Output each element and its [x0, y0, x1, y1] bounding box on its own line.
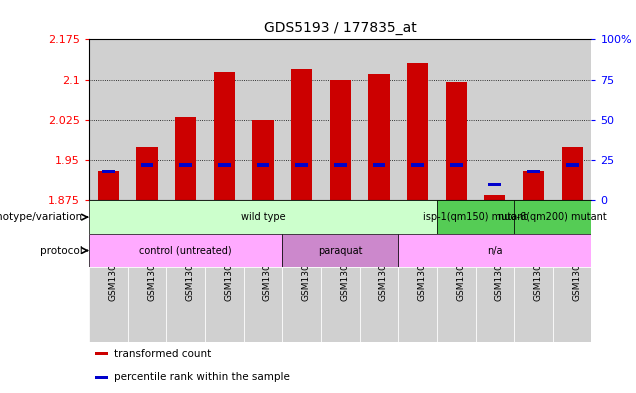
Bar — [282, 39, 321, 200]
Bar — [484, 195, 506, 200]
Bar — [167, 39, 205, 200]
Text: nuo-6(qm200) mutant: nuo-6(qm200) mutant — [499, 212, 607, 222]
Text: transformed count: transformed count — [114, 349, 211, 359]
Bar — [98, 171, 119, 200]
Text: GSM1305997: GSM1305997 — [534, 241, 543, 301]
Text: isp-1(qm150) mutant: isp-1(qm150) mutant — [424, 212, 528, 222]
Bar — [523, 171, 544, 200]
Bar — [244, 39, 282, 200]
Text: GSM1305998: GSM1305998 — [572, 241, 581, 301]
Bar — [102, 170, 114, 173]
Bar — [218, 163, 231, 167]
Bar — [514, 39, 553, 200]
Bar — [450, 163, 462, 167]
Bar — [562, 147, 583, 200]
Bar — [437, 267, 476, 342]
Bar — [398, 267, 437, 342]
Bar — [446, 82, 467, 200]
Text: GSM1305996: GSM1305996 — [495, 241, 504, 301]
Bar — [527, 170, 540, 173]
Bar — [488, 183, 501, 186]
Bar — [205, 39, 244, 200]
Bar — [141, 163, 153, 167]
Bar — [407, 64, 428, 200]
Bar — [89, 39, 128, 200]
Text: GSM1305993: GSM1305993 — [379, 241, 388, 301]
Bar — [252, 120, 273, 200]
Bar — [295, 163, 308, 167]
Bar — [398, 39, 437, 200]
Bar — [373, 163, 385, 167]
Bar — [359, 267, 398, 342]
Bar — [282, 267, 321, 342]
Bar — [329, 79, 351, 200]
Text: GSM1305999: GSM1305999 — [263, 241, 272, 301]
Bar — [244, 267, 282, 342]
Bar — [214, 72, 235, 200]
Text: percentile rank within the sample: percentile rank within the sample — [114, 372, 289, 382]
Bar — [553, 267, 591, 342]
Bar — [291, 69, 312, 200]
Bar — [321, 267, 359, 342]
Text: protocol: protocol — [40, 246, 83, 255]
Text: GSM1306000: GSM1306000 — [301, 241, 310, 301]
Bar — [95, 352, 107, 355]
Bar — [553, 39, 591, 200]
Bar — [398, 234, 591, 267]
Bar — [256, 163, 269, 167]
Bar — [437, 200, 514, 234]
Bar — [514, 200, 591, 234]
Bar — [437, 39, 476, 200]
Bar — [321, 39, 359, 200]
Bar — [411, 163, 424, 167]
Bar — [136, 147, 158, 200]
Text: GSM1305991: GSM1305991 — [186, 241, 195, 301]
Bar — [128, 39, 167, 200]
Bar — [175, 117, 197, 200]
Bar — [179, 163, 192, 167]
Text: n/a: n/a — [487, 246, 502, 255]
Bar — [566, 163, 579, 167]
Text: GSM1305992: GSM1305992 — [225, 241, 233, 301]
Bar — [205, 267, 244, 342]
Text: wild type: wild type — [240, 212, 286, 222]
Text: GSM1305989: GSM1305989 — [108, 241, 118, 301]
Bar — [476, 39, 514, 200]
Title: GDS5193 / 177835_at: GDS5193 / 177835_at — [264, 22, 417, 35]
Bar — [476, 267, 514, 342]
Bar — [89, 200, 437, 234]
Text: GSM1305990: GSM1305990 — [147, 241, 156, 301]
Bar — [89, 234, 282, 267]
Bar — [95, 376, 107, 379]
Bar — [167, 267, 205, 342]
Bar — [359, 39, 398, 200]
Text: GSM1305995: GSM1305995 — [456, 241, 465, 301]
Text: genotype/variation: genotype/variation — [0, 212, 83, 222]
Bar — [89, 267, 128, 342]
Text: control (untreated): control (untreated) — [139, 246, 232, 255]
Text: paraquat: paraquat — [318, 246, 363, 255]
Bar — [514, 267, 553, 342]
Text: GSM1305994: GSM1305994 — [418, 241, 427, 301]
Bar — [282, 234, 398, 267]
Bar — [128, 267, 167, 342]
Text: GSM1306001: GSM1306001 — [340, 241, 349, 301]
Bar — [334, 163, 347, 167]
Bar — [368, 74, 389, 200]
